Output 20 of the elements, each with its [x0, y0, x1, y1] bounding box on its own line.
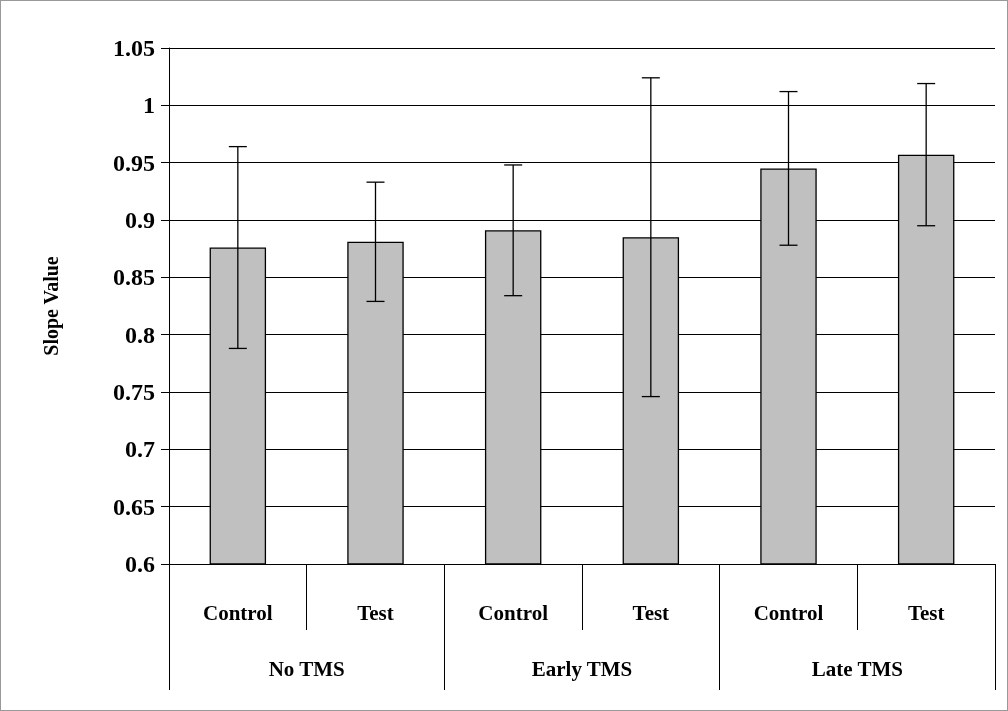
y-tick-label: 0.9: [125, 207, 155, 233]
x-tick-label: Test: [907, 600, 945, 625]
x-tick-label: Test: [632, 600, 670, 625]
text: Late TMS: [811, 656, 903, 681]
x-tick-label: Test: [357, 600, 394, 625]
y-tick-label: 0.65: [113, 493, 155, 520]
x-tick-label: Control: [203, 600, 273, 625]
text: No TMS: [268, 656, 345, 681]
y-axis-title: Slope Value: [40, 256, 63, 356]
y-tick-label: 0.95: [113, 149, 155, 176]
y-tick-label: 0.6: [125, 551, 155, 577]
y-tick-label: 0.7: [125, 436, 155, 463]
x-tick-label: Control: [753, 600, 824, 625]
y-tick-label: 0.85: [113, 264, 155, 291]
y-tick-label: 0.8: [125, 321, 155, 348]
text: Early TMS: [531, 656, 633, 681]
y-tick-label: 0.75: [113, 379, 155, 405]
y-tick-label: 1.05: [113, 35, 155, 61]
y-tick-label: 1: [143, 92, 155, 119]
x-tick-label: Control: [478, 600, 549, 625]
